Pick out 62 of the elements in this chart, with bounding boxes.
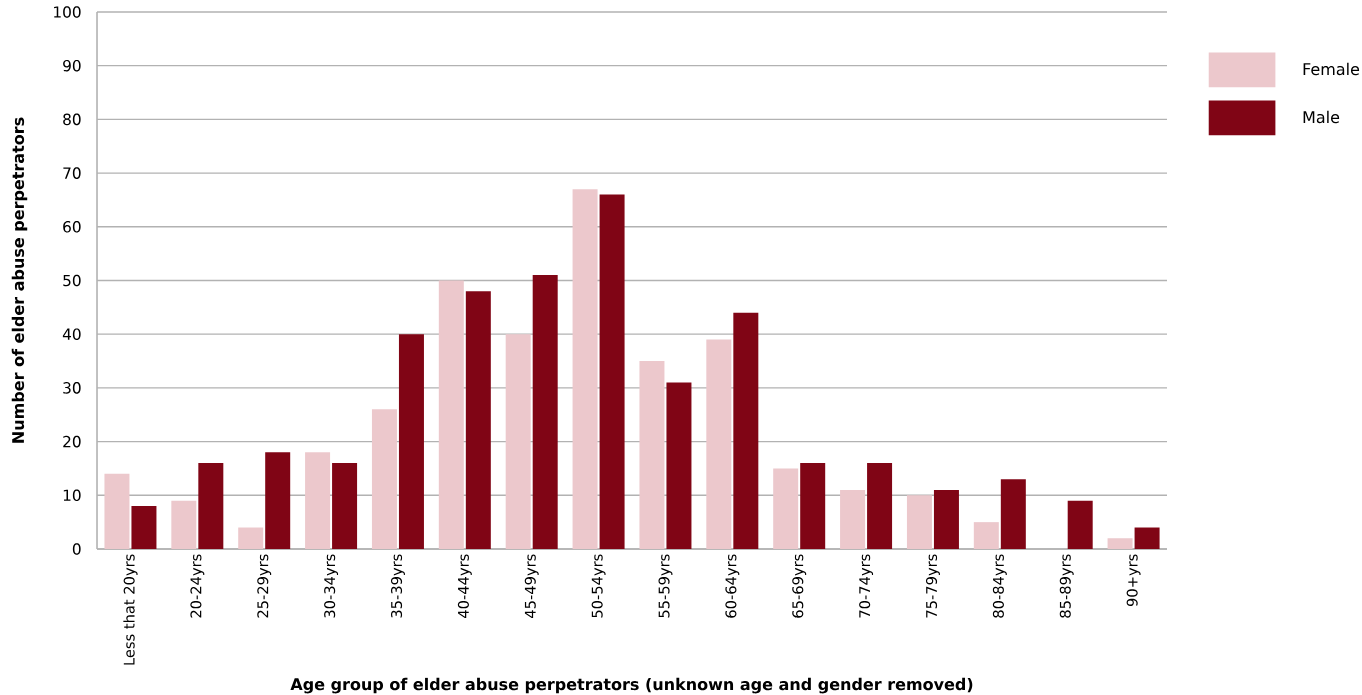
bar [800, 463, 826, 549]
bar [305, 452, 331, 549]
y-tick-label: 80 [63, 113, 81, 126]
legend-label: Female [1303, 62, 1360, 76]
bar [198, 463, 224, 549]
bar [773, 468, 799, 549]
bar [639, 361, 665, 549]
bar [505, 334, 531, 549]
x-tick-label: 70-74yrs [859, 554, 874, 618]
bar [332, 463, 358, 549]
x-tick-label: 65-69yrs [792, 554, 807, 618]
bar [840, 489, 866, 549]
x-tick-label: 20-24yrs [190, 554, 205, 618]
bar [104, 473, 130, 549]
x-tick-label: 90+yrs [1126, 554, 1141, 607]
x-tick-label: Less that 20yrs [123, 554, 138, 665]
y-tick-label: 20 [63, 435, 81, 448]
bar [572, 189, 598, 549]
x-tick-label: 60-64yrs [725, 554, 740, 618]
legend-label: Male [1303, 110, 1340, 124]
bar [706, 339, 732, 549]
y-tick-label: 60 [63, 221, 81, 233]
bar [131, 506, 157, 549]
bar [733, 312, 759, 549]
bar [1134, 527, 1160, 549]
y-tick-label: 100 [54, 6, 81, 18]
x-axis-title: Age group of elder abuse perpetrators (unknown age and gender removed) [290, 677, 973, 694]
x-tick-label: 30-34yrs [324, 554, 339, 618]
bar [599, 194, 625, 549]
y-tick-label: 10 [63, 489, 81, 502]
x-tick-label: 45-49yrs [524, 554, 539, 618]
bar [933, 489, 959, 549]
y-tick-label: 70 [63, 167, 81, 179]
y-tick-label: 50 [63, 274, 81, 287]
x-tick-label: 40-44yrs [457, 554, 472, 618]
bar [867, 463, 893, 549]
y-tick-label: 30 [63, 382, 81, 394]
x-tick-label: 35-39yrs [390, 554, 405, 618]
bar [438, 280, 464, 549]
bar [238, 527, 264, 549]
y-tick-label: 0 [72, 543, 81, 555]
x-tick-label: 25-29yrs [257, 554, 272, 618]
bar [906, 495, 932, 549]
bar [973, 522, 999, 549]
bar [398, 334, 424, 549]
x-tick-label: 55-59yrs [658, 554, 673, 618]
x-tick-label: 75-79yrs [925, 554, 940, 618]
bar [171, 500, 197, 549]
bar [1067, 500, 1093, 549]
bar [532, 275, 558, 549]
bar [1107, 538, 1133, 549]
bar [1000, 479, 1026, 549]
x-tick-label: 80-84yrs [992, 554, 1007, 618]
y-tick-label: 40 [62, 328, 81, 340]
y-tick-label: 90 [63, 59, 81, 72]
x-tick-label: 85-89yrs [1059, 554, 1074, 618]
bar [265, 452, 291, 549]
bar [371, 409, 397, 549]
x-tick-label: 50-54yrs [591, 554, 606, 618]
bar [465, 291, 491, 549]
bar [666, 382, 692, 549]
y-axis-title: Number of elder abuse perpetrators [11, 117, 28, 443]
